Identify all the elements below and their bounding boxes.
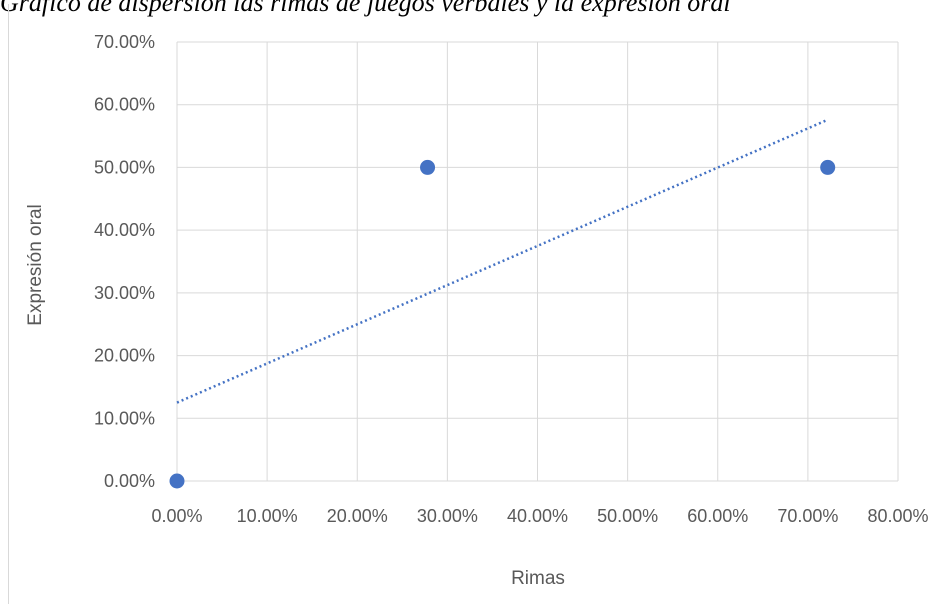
trendline (176, 118, 829, 404)
gridlines (176, 41, 899, 482)
y-axis-title: Expresión oral (25, 204, 46, 325)
y-tick-label: 60.00% (94, 95, 155, 115)
x-tick-label: 10.00% (237, 506, 298, 526)
x-tick-label: 70.00% (777, 506, 838, 526)
x-tick-label: 30.00% (417, 506, 478, 526)
y-tick-label: 40.00% (94, 220, 155, 240)
x-tick-label: 80.00% (867, 506, 928, 526)
x-tick-labels: 0.00% 10.00% 20.00% 30.00% 40.00% 50.00% 60.00… (151, 506, 928, 526)
scatter-chart: 0.00% 10.00% 20.00% 30.00% 40.00% 50.00% 60.00… (25, 32, 929, 589)
y-tick-label: 30.00% (94, 283, 155, 303)
data-point (169, 473, 185, 489)
x-tick-label: 0.00% (151, 506, 202, 526)
chart-caption: Gráfico de dispersión las rimas de juego… (0, 0, 731, 17)
y-tick-labels: 0.00% 10.00% 20.00% 30.00% 40.00% 50.00% 60.00… (94, 32, 155, 491)
x-axis-title: Rimas (511, 568, 565, 589)
x-tick-label: 50.00% (597, 506, 658, 526)
x-tick-label: 20.00% (327, 506, 388, 526)
data-point (420, 159, 436, 175)
x-tick-label: 60.00% (687, 506, 748, 526)
x-tick-label: 40.00% (507, 506, 568, 526)
data-points (169, 159, 836, 489)
data-point (820, 159, 836, 175)
y-tick-label: 50.00% (94, 157, 155, 177)
y-tick-label: 0.00% (104, 471, 155, 491)
y-tick-label: 10.00% (94, 408, 155, 428)
y-tick-label: 20.00% (94, 346, 155, 366)
y-tick-label: 70.00% (94, 32, 155, 52)
chart-area (8, 4, 951, 604)
